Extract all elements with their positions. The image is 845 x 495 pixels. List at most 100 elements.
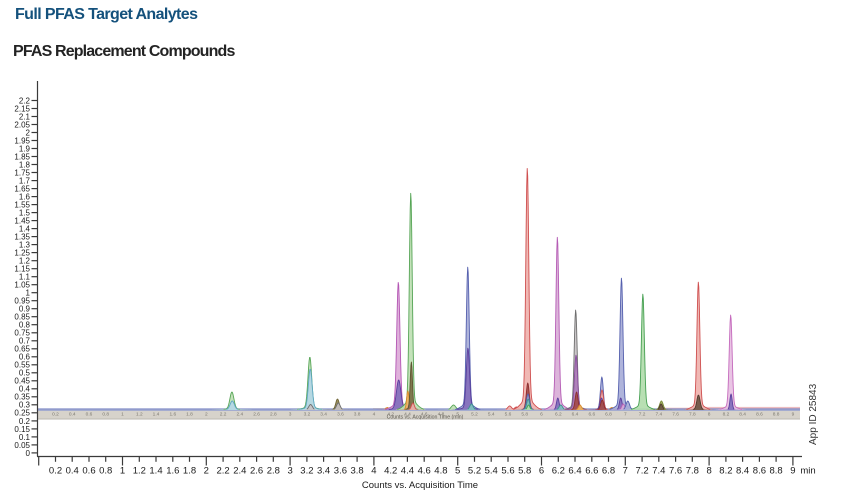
svg-text:4.2: 4.2 [384, 465, 397, 476]
svg-text:5.8: 5.8 [521, 411, 528, 417]
svg-text:Counts vs. Acquisition Time (m: Counts vs. Acquisition Time (min) [387, 414, 464, 420]
svg-text:1.3: 1.3 [19, 241, 31, 250]
svg-text:5.6: 5.6 [505, 411, 512, 417]
svg-text:7.6: 7.6 [669, 465, 682, 476]
svg-text:6.2: 6.2 [552, 465, 565, 476]
svg-text:4.8: 4.8 [438, 411, 445, 417]
svg-text:7: 7 [623, 465, 628, 476]
svg-text:4: 4 [371, 465, 376, 476]
svg-text:1.95: 1.95 [14, 136, 30, 145]
svg-text:3: 3 [289, 411, 292, 417]
svg-text:2.8: 2.8 [270, 411, 277, 417]
svg-text:0.45: 0.45 [14, 377, 30, 386]
svg-text:4.6: 4.6 [421, 411, 428, 417]
svg-text:5.4: 5.4 [488, 411, 495, 417]
svg-text:0.6: 0.6 [19, 353, 31, 362]
svg-text:8.6: 8.6 [753, 465, 766, 476]
svg-text:6: 6 [540, 411, 543, 417]
svg-text:5.6: 5.6 [501, 465, 514, 476]
svg-text:3.6: 3.6 [334, 465, 347, 476]
svg-text:0.4: 0.4 [69, 411, 76, 417]
svg-text:4: 4 [373, 411, 376, 417]
svg-text:8.8: 8.8 [773, 411, 780, 417]
svg-text:1.25: 1.25 [14, 249, 30, 258]
svg-text:0.5: 0.5 [19, 369, 31, 378]
svg-text:0.6: 0.6 [86, 411, 93, 417]
svg-text:0.65: 0.65 [14, 345, 30, 354]
svg-text:2.2: 2.2 [220, 411, 227, 417]
svg-text:0.8: 0.8 [99, 465, 112, 476]
svg-text:2.8: 2.8 [267, 465, 280, 476]
svg-text:1.35: 1.35 [14, 233, 30, 242]
svg-text:0.4: 0.4 [19, 385, 31, 394]
svg-text:0.6: 0.6 [82, 465, 95, 476]
svg-text:6.6: 6.6 [588, 411, 595, 417]
svg-text:0.15: 0.15 [14, 425, 30, 434]
svg-text:1.65: 1.65 [14, 185, 30, 194]
svg-text:8.2: 8.2 [719, 465, 732, 476]
svg-text:4.6: 4.6 [418, 465, 431, 476]
svg-text:3.4: 3.4 [317, 465, 330, 476]
svg-text:1.6: 1.6 [169, 411, 176, 417]
svg-text:1.4: 1.4 [149, 465, 162, 476]
svg-text:0.95: 0.95 [14, 297, 30, 306]
svg-text:1.15: 1.15 [14, 265, 30, 274]
svg-text:min: min [800, 465, 815, 476]
svg-text:1.9: 1.9 [19, 144, 31, 153]
svg-text:3: 3 [287, 465, 292, 476]
svg-text:3.8: 3.8 [354, 411, 361, 417]
svg-text:1.85: 1.85 [14, 152, 30, 161]
svg-text:1.1: 1.1 [19, 273, 31, 282]
svg-text:2.6: 2.6 [253, 411, 260, 417]
svg-text:4.8: 4.8 [434, 465, 447, 476]
svg-text:6: 6 [539, 465, 544, 476]
svg-text:1.75: 1.75 [14, 168, 30, 177]
svg-text:4.2: 4.2 [387, 411, 394, 417]
svg-text:1.8: 1.8 [183, 465, 196, 476]
svg-text:0.7: 0.7 [19, 337, 31, 346]
svg-text:1.2: 1.2 [19, 257, 31, 266]
svg-text:1: 1 [26, 289, 31, 298]
svg-text:1: 1 [121, 411, 124, 417]
svg-text:2: 2 [205, 411, 208, 417]
svg-text:0.85: 0.85 [14, 313, 30, 322]
svg-text:0.3: 0.3 [19, 401, 31, 410]
svg-text:4.4: 4.4 [401, 465, 414, 476]
svg-text:8: 8 [706, 465, 711, 476]
svg-text:2.1: 2.1 [19, 112, 31, 121]
svg-text:0.75: 0.75 [14, 329, 30, 338]
svg-text:1.4: 1.4 [153, 411, 160, 417]
svg-text:1.4: 1.4 [19, 225, 31, 234]
svg-text:4.4: 4.4 [404, 411, 411, 417]
svg-text:5.2: 5.2 [471, 411, 478, 417]
svg-text:8.2: 8.2 [723, 411, 730, 417]
svg-text:8.4: 8.4 [739, 411, 746, 417]
svg-text:1.6: 1.6 [19, 193, 31, 202]
svg-text:8.8: 8.8 [769, 465, 782, 476]
svg-text:5: 5 [456, 411, 459, 417]
svg-text:6.6: 6.6 [585, 465, 598, 476]
svg-text:1.6: 1.6 [166, 465, 179, 476]
svg-text:0.35: 0.35 [14, 393, 30, 402]
svg-text:5: 5 [455, 465, 460, 476]
svg-text:8.6: 8.6 [756, 411, 763, 417]
svg-text:0.9: 0.9 [19, 305, 31, 314]
svg-text:6.2: 6.2 [555, 411, 562, 417]
svg-text:0.55: 0.55 [14, 361, 30, 370]
svg-text:7.8: 7.8 [686, 465, 699, 476]
svg-text:3.2: 3.2 [304, 411, 311, 417]
svg-text:3.8: 3.8 [350, 465, 363, 476]
svg-text:7.8: 7.8 [689, 411, 696, 417]
svg-text:7.4: 7.4 [652, 465, 665, 476]
svg-text:0.05: 0.05 [14, 441, 30, 450]
svg-text:8.4: 8.4 [736, 465, 749, 476]
svg-text:1.45: 1.45 [14, 217, 30, 226]
svg-text:2.2: 2.2 [216, 465, 229, 476]
svg-text:9: 9 [790, 465, 795, 476]
svg-text:7.2: 7.2 [635, 465, 648, 476]
svg-text:1.55: 1.55 [14, 201, 30, 210]
svg-text:6.4: 6.4 [568, 465, 581, 476]
svg-text:8: 8 [708, 411, 711, 417]
svg-text:1: 1 [120, 465, 125, 476]
svg-text:2.4: 2.4 [233, 465, 246, 476]
